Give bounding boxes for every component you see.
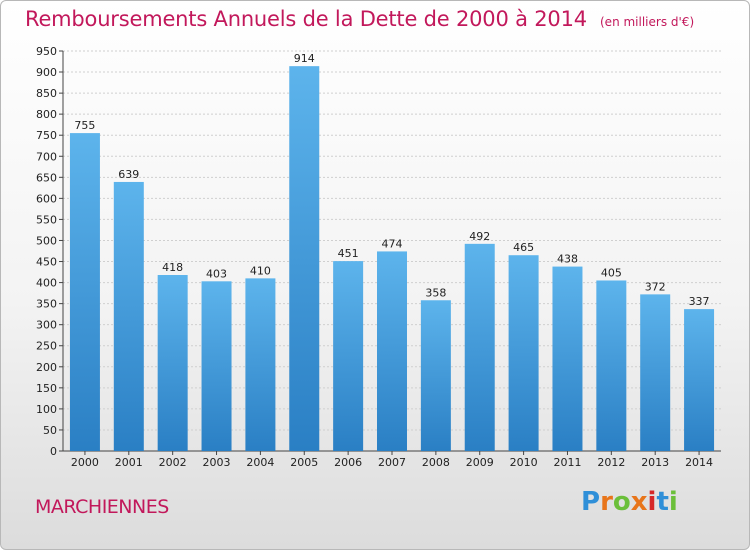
- labels: 2000 755 2001 639 2002 418 2003 403 2004 410 2005 9…: [71, 52, 713, 469]
- title-bar: Remboursements Annuels de la Dette de 20…: [25, 7, 694, 31]
- logo-letter: t: [656, 487, 669, 517]
- data-label: 372: [645, 280, 666, 293]
- bar-2008: [420, 300, 451, 451]
- x-tick-label: 2014: [685, 456, 713, 469]
- y-tick-label: 700: [36, 150, 57, 163]
- data-label: 474: [382, 237, 403, 250]
- data-label: 410: [250, 264, 271, 277]
- y-tick-label: 450: [36, 256, 57, 269]
- x-tick-label: 2009: [466, 456, 494, 469]
- data-label: 451: [338, 247, 359, 260]
- bar-2001: [113, 181, 144, 451]
- y-tick-label: 600: [36, 192, 57, 205]
- y-tick-label: 950: [36, 45, 57, 58]
- x-tick-label: 2012: [597, 456, 625, 469]
- x-tick-label: 2006: [334, 456, 362, 469]
- bar-2003: [201, 281, 232, 451]
- x-tick-label: 2013: [641, 456, 669, 469]
- data-label: 438: [557, 253, 578, 266]
- bar-2004: [245, 278, 276, 451]
- y-tick-label: 50: [43, 424, 57, 437]
- data-label: 418: [162, 261, 183, 274]
- y-tick-label: 200: [36, 361, 57, 374]
- x-tick-label: 2011: [553, 456, 581, 469]
- x-tick-label: 2003: [203, 456, 231, 469]
- data-label: 465: [513, 241, 534, 254]
- bar-2006: [333, 261, 364, 451]
- chart-title: Remboursements Annuels de la Dette de 20…: [25, 7, 587, 31]
- bar-2005: [289, 66, 320, 451]
- bar-2009: [464, 243, 495, 451]
- data-label: 639: [118, 168, 139, 181]
- bar-2007: [377, 251, 407, 451]
- bar-2012: [596, 280, 627, 451]
- bar-2013: [640, 294, 671, 451]
- logo-letter: o: [612, 487, 631, 517]
- x-tick-label: 2000: [71, 456, 99, 469]
- bar-2010: [508, 255, 539, 451]
- y-tick-label: 250: [36, 340, 57, 353]
- x-tick-label: 2008: [422, 456, 450, 469]
- logo-letter: i: [668, 487, 678, 517]
- bars: [69, 66, 715, 451]
- y-tick-label: 0: [50, 445, 57, 458]
- logo-letter: P: [581, 487, 601, 517]
- data-label: 914: [294, 52, 315, 65]
- y-tick-label: 750: [36, 129, 57, 142]
- x-tick-label: 2001: [115, 456, 143, 469]
- data-label: 755: [74, 119, 95, 132]
- x-tick-label: 2010: [510, 456, 538, 469]
- data-label: 358: [425, 286, 446, 299]
- y-tick-label: 150: [36, 382, 57, 395]
- y-tick-label: 350: [36, 298, 57, 311]
- bar-2000: [69, 133, 100, 451]
- y-tick-label: 550: [36, 213, 57, 226]
- data-label: 405: [601, 266, 622, 279]
- y-tick-label: 100: [36, 403, 57, 416]
- x-tick-label: 2007: [378, 456, 406, 469]
- chart-unit: (en milliers d'€): [600, 15, 695, 29]
- logo-letter: x: [630, 487, 648, 517]
- bar-2011: [552, 266, 583, 451]
- y-tick-label: 650: [36, 171, 57, 184]
- data-label: 403: [206, 267, 227, 280]
- bar-2014: [684, 309, 715, 451]
- y-tick-label: 400: [36, 277, 57, 290]
- y-tick-label: 500: [36, 234, 57, 247]
- y-tick-label: 850: [36, 87, 57, 100]
- x-tick-label: 2002: [159, 456, 187, 469]
- logo-letter: r: [600, 487, 613, 517]
- proxiti-logo[interactable]: Proxiti: [581, 487, 678, 517]
- y-tick-label: 800: [36, 108, 57, 121]
- logo-letter: i: [647, 487, 657, 517]
- data-label: 337: [689, 295, 710, 308]
- x-tick-label: 2005: [290, 456, 318, 469]
- bar-2002: [157, 275, 188, 451]
- data-label: 492: [469, 230, 490, 243]
- commune-name: MARCHIENNES: [35, 496, 169, 518]
- y-tick-label: 900: [36, 66, 57, 79]
- y-tick-label: 300: [36, 319, 57, 332]
- x-tick-label: 2004: [246, 456, 274, 469]
